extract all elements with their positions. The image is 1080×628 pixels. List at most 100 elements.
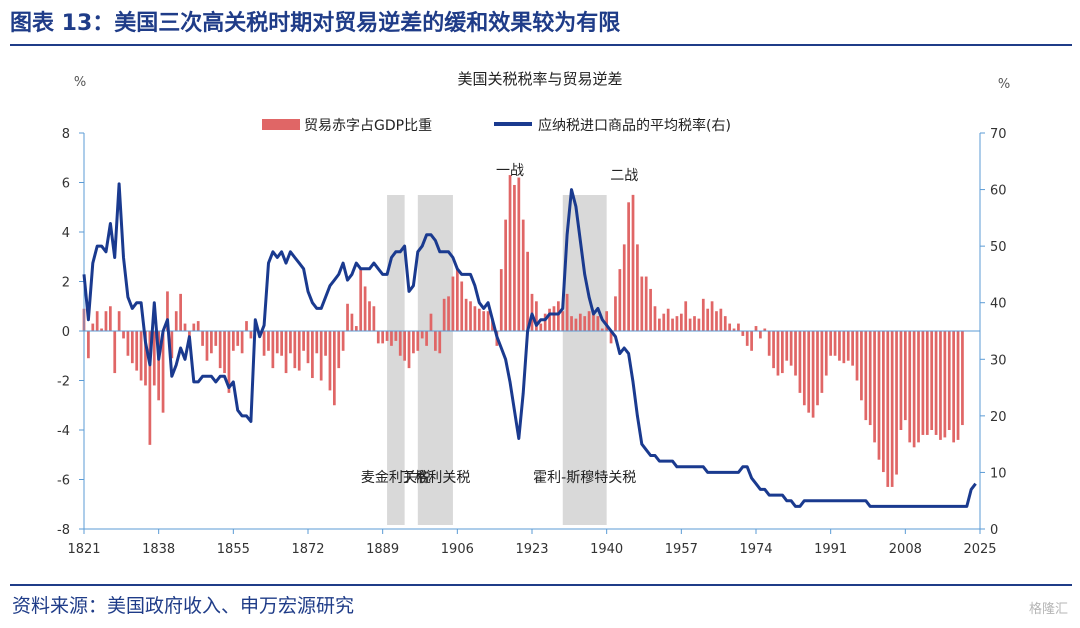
source-rule	[10, 584, 1072, 586]
shade-period-2	[562, 195, 607, 525]
bar-1933	[574, 318, 578, 331]
bar-1960	[693, 316, 696, 331]
bar-1967	[723, 316, 727, 331]
bar-1980	[780, 331, 784, 374]
bar-1973	[750, 331, 753, 351]
bar-1982	[789, 331, 793, 366]
bar-1917	[504, 219, 508, 331]
x-tick-label: 1923	[515, 542, 548, 557]
bar-2001	[873, 331, 876, 443]
bar-1978	[772, 331, 775, 369]
bar-1893	[398, 331, 402, 356]
bar-1849	[205, 331, 209, 361]
bar-1958	[684, 301, 688, 331]
tariff-rate-line	[82, 182, 977, 508]
left-tick-label: -2	[57, 375, 70, 390]
bar-1846	[192, 323, 196, 331]
bar-1888	[376, 331, 380, 344]
x-tick-label: 1821	[67, 542, 100, 557]
bar-1869	[293, 331, 297, 369]
bar-1902	[438, 331, 442, 354]
x-tick-label: 2025	[963, 542, 996, 557]
right-tick-label: 30	[990, 353, 1007, 368]
bar-2010	[912, 331, 916, 448]
bar-1911	[477, 308, 481, 331]
bar-1937	[592, 313, 595, 331]
bar-1985	[802, 331, 806, 406]
bar-1832	[130, 331, 134, 364]
bar-1890	[385, 331, 389, 341]
bar-1961	[697, 318, 701, 331]
bar-1882	[350, 313, 354, 331]
bar-1976	[763, 328, 767, 331]
left-tick-label: 2	[62, 276, 70, 291]
bar-1983	[794, 331, 797, 376]
shade-period-label-0: 麦金利关税	[361, 470, 431, 486]
bar-1931	[565, 293, 569, 331]
bar-1987	[811, 331, 815, 418]
bar-1992	[833, 331, 837, 356]
bar-1944	[622, 244, 626, 331]
x-tick-label: 2008	[889, 542, 922, 557]
bar-1930	[561, 311, 565, 331]
bar-2016	[939, 331, 942, 440]
shaded-periods	[387, 195, 607, 525]
bar-1938	[596, 316, 600, 331]
bar-1884	[359, 269, 363, 331]
bar-1859	[249, 331, 253, 339]
bar-1855	[231, 331, 235, 351]
x-tick-label: 1974	[739, 542, 772, 557]
legend-bar-swatch	[262, 119, 300, 130]
bar-1867	[284, 331, 288, 374]
bar-1968	[728, 323, 732, 331]
bar-1865	[275, 331, 279, 354]
bar-1881	[346, 303, 349, 331]
bar-1853	[223, 331, 226, 374]
bar-1836	[148, 331, 152, 445]
bar-1945	[627, 202, 630, 331]
bar-1876	[324, 331, 327, 356]
bar-1927	[548, 308, 551, 331]
bar-2007	[899, 331, 903, 430]
shade-period-label-2: 霍利-斯穆特关税	[533, 470, 636, 486]
bar-1862	[262, 331, 266, 356]
bar-1969	[732, 328, 736, 331]
bar-1964	[710, 301, 714, 331]
bar-1839	[161, 331, 165, 413]
bar-1953	[662, 313, 666, 331]
bar-1854	[227, 331, 231, 393]
bar-1926	[543, 313, 547, 331]
bar-1923	[530, 293, 534, 331]
bar-1954	[666, 308, 670, 331]
bar-2015	[934, 331, 938, 435]
bar-1858	[245, 321, 248, 331]
bar-1896	[412, 331, 415, 354]
bar-2017	[943, 331, 947, 438]
bar-1909	[469, 301, 472, 331]
bar-1922	[526, 251, 529, 331]
bar-1877	[328, 331, 332, 391]
bar-1870	[297, 331, 301, 371]
left-tick-label: -4	[57, 424, 70, 439]
source-note: 资料来源：美国政府收入、申万宏源研究	[12, 595, 355, 617]
bar-1984	[798, 331, 802, 393]
bar-2004	[886, 331, 890, 487]
bar-1835	[144, 331, 147, 386]
bar-1895	[407, 331, 411, 369]
bar-2014	[930, 331, 934, 430]
bar-1908	[464, 298, 468, 331]
bar-1831	[126, 331, 130, 356]
shade-period-1	[417, 195, 453, 525]
bar-1825	[100, 328, 103, 331]
bar-1971	[741, 331, 745, 336]
right-axis-unit: %	[998, 77, 1010, 92]
bar-1949	[644, 276, 648, 331]
bar-1991	[829, 331, 833, 356]
bar-1906	[455, 269, 459, 331]
bar-1989	[820, 331, 824, 393]
bar-1874	[315, 331, 319, 354]
chart-title: 美国关税税率与贸易逆差	[457, 70, 622, 88]
legend-line-label: 应纳税进口商品的平均税率(右)	[538, 117, 731, 134]
bar-2018	[947, 331, 951, 430]
bar-1974	[754, 326, 758, 331]
